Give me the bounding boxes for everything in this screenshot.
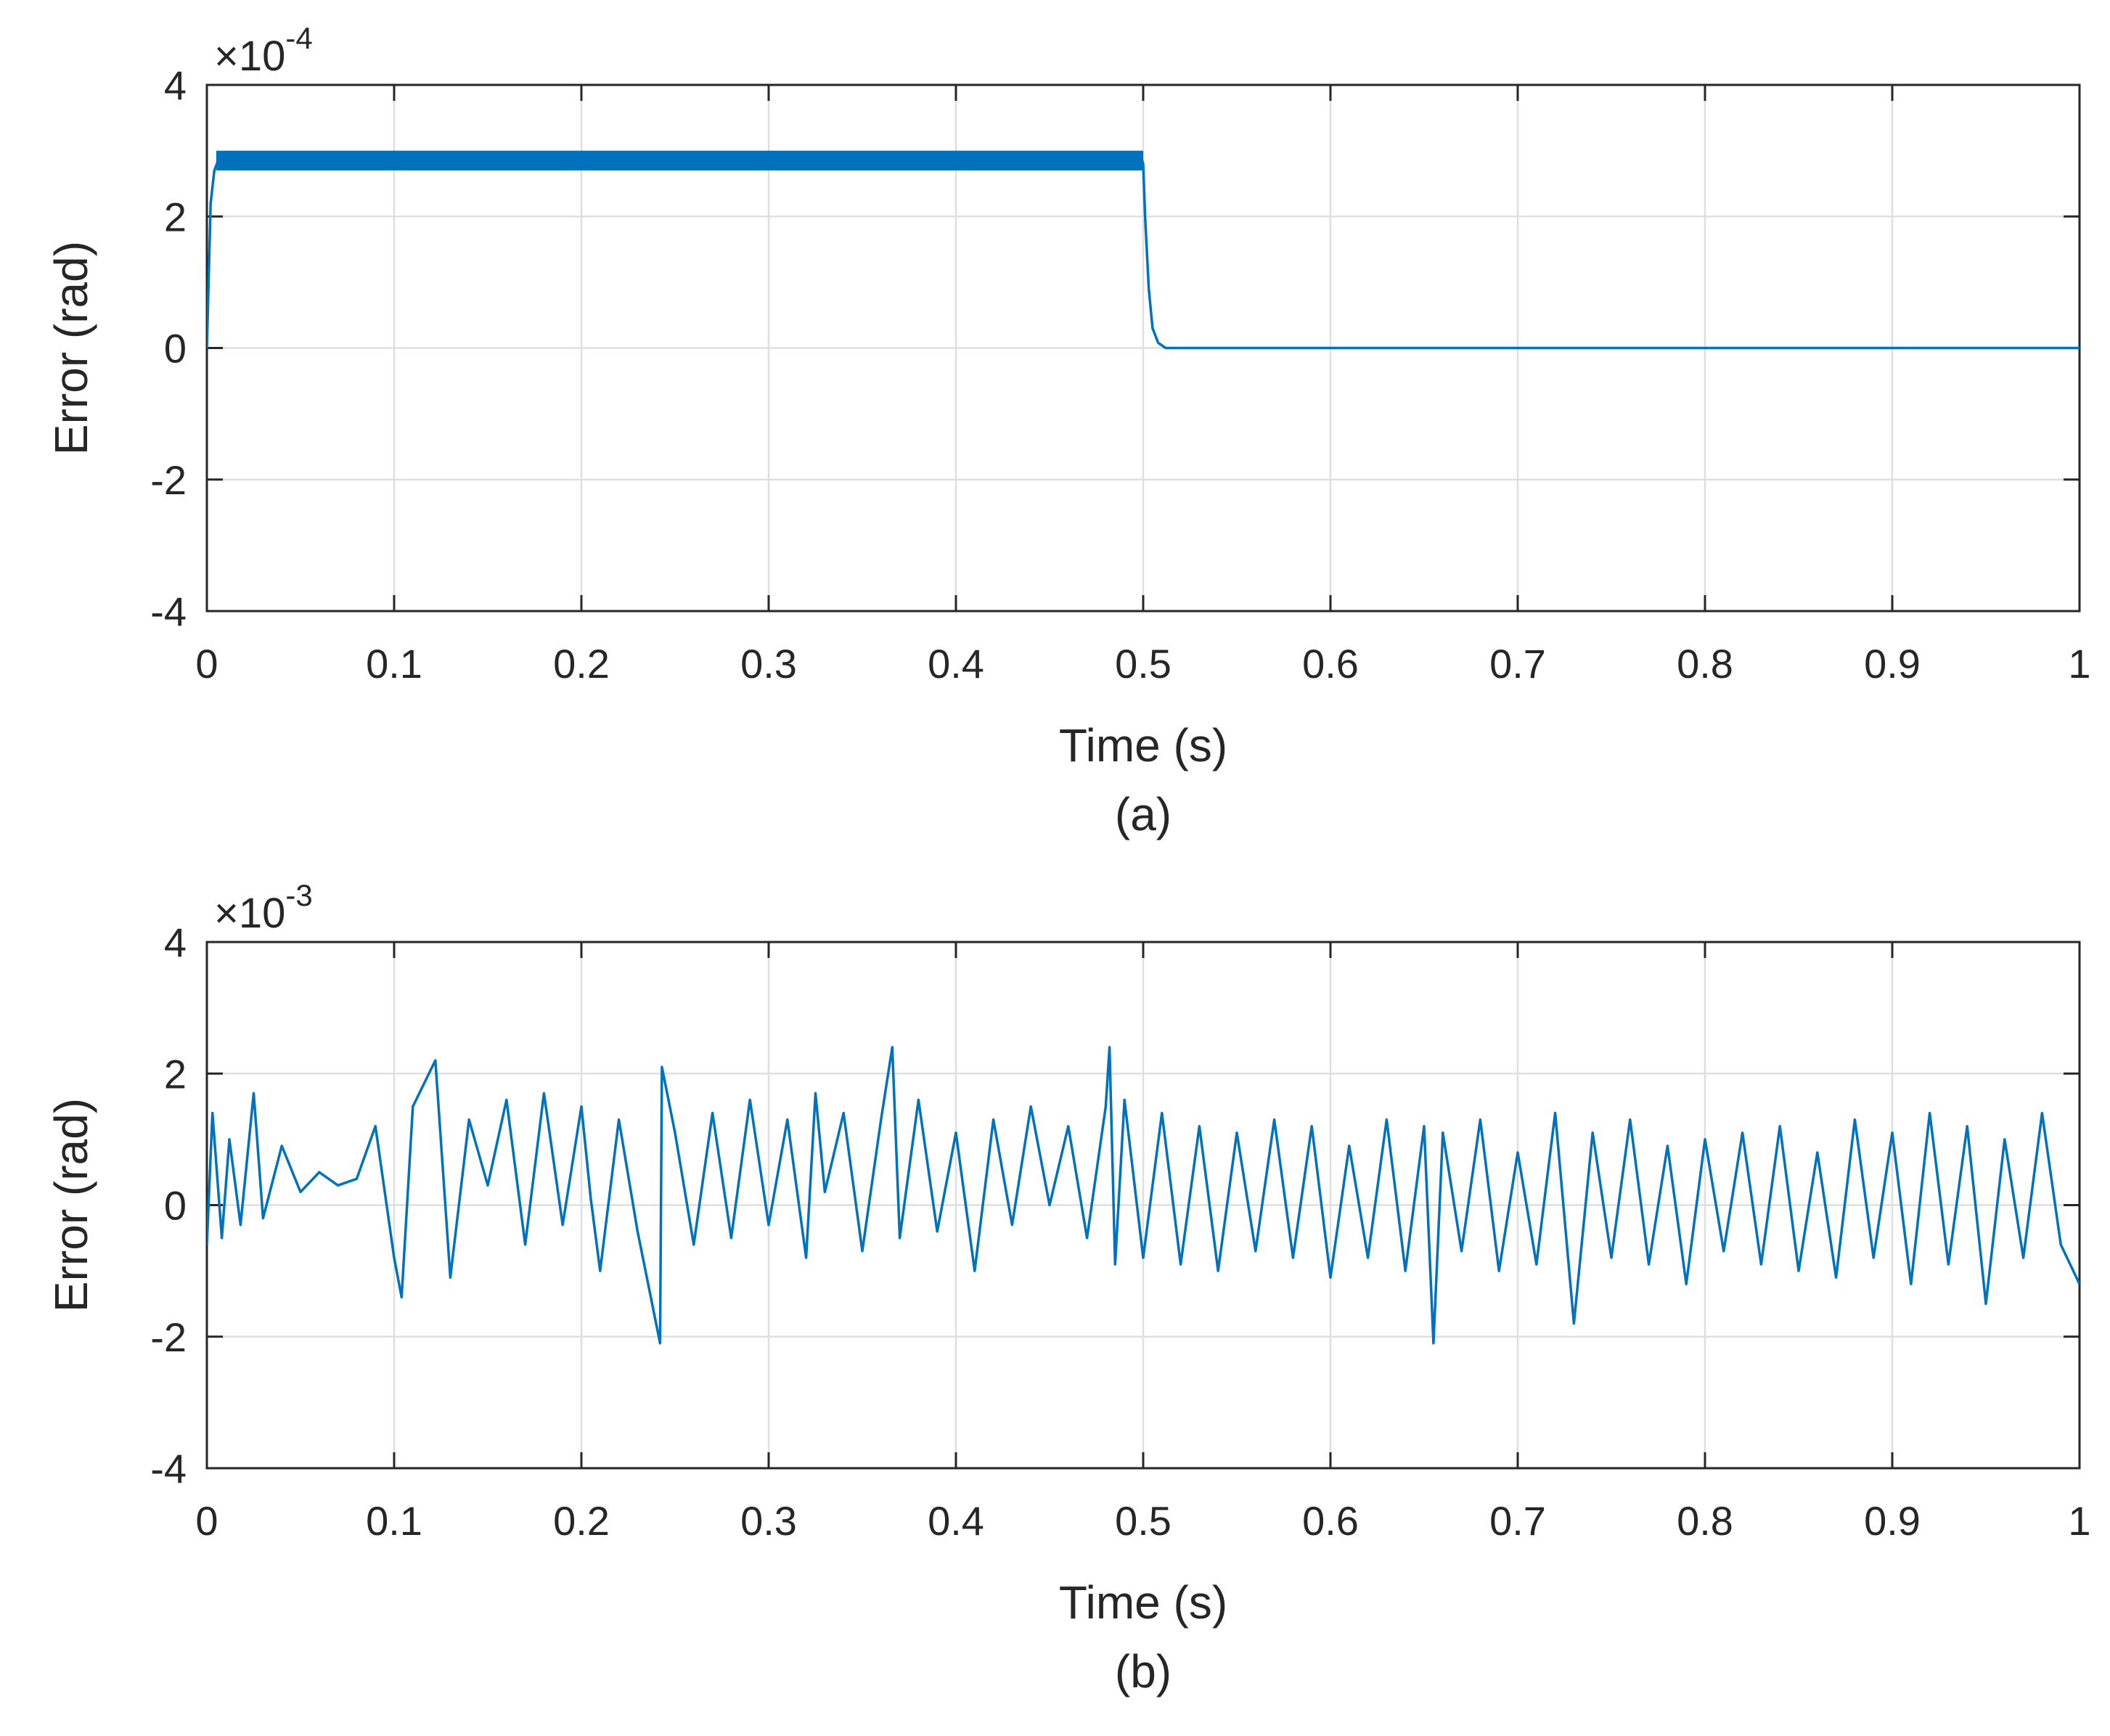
panel-b-ticks	[205, 941, 2081, 1470]
y-tick-label: -2	[150, 457, 187, 503]
x-tick-label: 1	[2068, 641, 2090, 687]
x-tick-label: 0.4	[928, 641, 984, 687]
x-tick-label: 0.1	[366, 641, 422, 687]
x-tick-label: 0.2	[553, 1498, 610, 1544]
panel-b-x-axis-title: Time (s)	[1059, 1576, 1227, 1629]
x-tick-label: 0	[195, 1498, 218, 1544]
y-tick-label: 4	[164, 62, 187, 108]
oscillation-band	[216, 150, 1143, 171]
panel-b-plot-area	[207, 1046, 2080, 1345]
x-tick-label: 0.8	[1677, 641, 1733, 687]
panel-a-caption: (a)	[1115, 788, 1171, 840]
x-tick-label: 0.5	[1115, 1498, 1171, 1544]
panel-b-y-tick-labels: 4 2 0 -2 -4	[150, 920, 187, 1491]
series-line-error	[207, 155, 2080, 350]
x-tick-label: 0.2	[553, 641, 610, 687]
panel-b-y-axis-title: Error (rad)	[45, 1098, 97, 1312]
x-tick-label: 0	[195, 641, 218, 687]
panel-a-plot-area	[207, 150, 2080, 350]
panel-b: 4 2 0 -2 -4 0 0.1 0.2 0.3 0.4 0.5 0.6 0.7 0.8 0.9 1 ×1…	[45, 878, 2091, 1698]
panel-a-y-axis-title: Error (rad)	[45, 241, 97, 455]
panel-a-y-tick-labels: 4 2 0 -2 -4	[150, 62, 187, 634]
panel-a-x-tick-labels: 0 0.1 0.2 0.3 0.4 0.5 0.6 0.7 0.8 0.9 1	[195, 641, 2090, 687]
x-tick-label: 0.9	[1864, 1498, 1921, 1544]
y-tick-label: 2	[164, 194, 187, 239]
panel-b-caption: (b)	[1115, 1645, 1171, 1698]
x-tick-label: 0.3	[740, 1498, 797, 1544]
x-tick-label: 0.9	[1864, 641, 1921, 687]
x-tick-label: 0.7	[1489, 641, 1546, 687]
panel-b-exponent-label: ×10-3	[214, 878, 313, 937]
x-tick-label: 1	[2068, 1498, 2090, 1544]
x-tick-label: 0.5	[1115, 641, 1171, 687]
panel-a-x-axis-title: Time (s)	[1059, 719, 1227, 771]
x-tick-label: 0.7	[1489, 1498, 1546, 1544]
panel-a-exponent-label: ×10-4	[214, 21, 313, 80]
panel-b-x-tick-labels: 0 0.1 0.2 0.3 0.4 0.5 0.6 0.7 0.8 0.9 1	[195, 1498, 2090, 1544]
y-tick-label: -4	[150, 1446, 187, 1491]
x-tick-label: 0.8	[1677, 1498, 1733, 1544]
y-tick-label: 0	[164, 326, 187, 372]
y-tick-label: 0	[164, 1183, 187, 1229]
x-tick-label: 0.6	[1302, 1498, 1359, 1544]
series-line-error	[207, 1046, 2080, 1345]
x-tick-label: 0.1	[366, 1498, 422, 1544]
x-tick-label: 0.3	[740, 641, 797, 687]
y-tick-label: -4	[150, 589, 187, 634]
y-tick-label: -2	[150, 1314, 187, 1360]
panel-a: 4 2 0 -2 -4 0 0.1 0.2 0.3 0.4 0.5 0.6 0.7 0.8 0.9 1 ×1…	[45, 21, 2091, 840]
x-tick-label: 0.4	[928, 1498, 984, 1544]
y-tick-label: 4	[164, 920, 187, 965]
y-tick-label: 2	[164, 1051, 187, 1097]
x-tick-label: 0.6	[1302, 641, 1359, 687]
